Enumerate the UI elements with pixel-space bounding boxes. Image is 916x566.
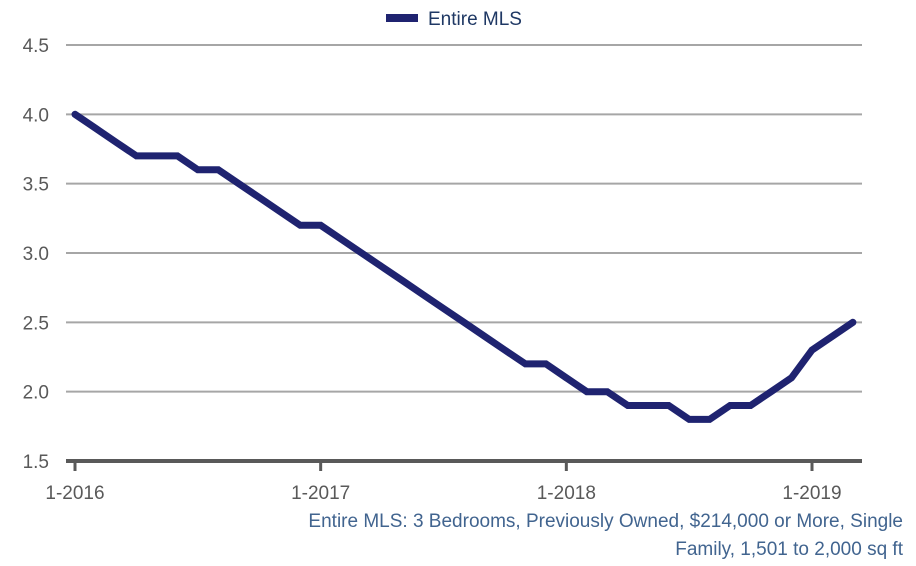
x-tick-label: 1-2019 [782, 483, 841, 504]
series-line-entire-mls [71, 110, 857, 423]
caption-line-2: Family, 1,501 to 2,000 sq ft [675, 539, 903, 560]
y-tick-label: 4.0 [23, 105, 49, 126]
y-tick-label: 3.5 [23, 175, 49, 196]
y-tick-label: 2.5 [23, 313, 49, 334]
y-tick-label: 4.5 [23, 36, 49, 57]
y-tick-label: 3.0 [23, 244, 49, 265]
x-axis: 1-2016 1-2017 1-2018 1-2019 [45, 459, 862, 504]
y-tick-label: 2.0 [23, 383, 49, 404]
x-tick-label: 1-2017 [291, 483, 350, 504]
y-axis: 4.5 4.0 3.5 3.0 2.5 2.0 1.5 [23, 36, 49, 473]
y-tick-label: 1.5 [23, 452, 49, 473]
chart-caption: Entire MLS: 3 Bedrooms, Previously Owned… [123, 508, 903, 564]
legend-label: Entire MLS [428, 9, 522, 30]
x-tick-label: 1-2018 [537, 483, 596, 504]
series-layer [71, 110, 857, 423]
gridlines [66, 44, 862, 393]
x-tick-label: 1-2016 [45, 483, 104, 504]
legend-swatch [386, 14, 418, 22]
caption-line-1: Entire MLS: 3 Bedrooms, Previously Owned… [308, 511, 903, 532]
legend: Entire MLS [386, 9, 522, 30]
